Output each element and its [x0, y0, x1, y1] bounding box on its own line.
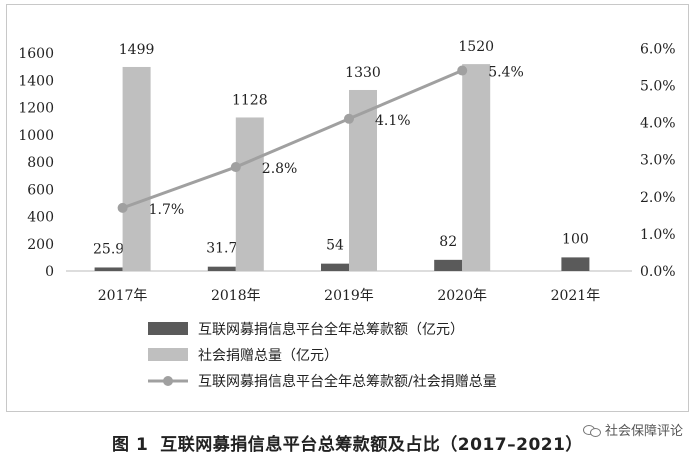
line-ratio	[122, 69, 463, 210]
legend-label-ratio: 互联网募捐信息平台全年总筹款额/社会捐赠总量	[198, 373, 497, 390]
caption-label: 图 1	[112, 435, 149, 455]
data-label-online-fundraising: 25.9	[93, 241, 124, 257]
data-label-online-fundraising: 54	[326, 238, 344, 254]
bar-online-fundraising	[94, 267, 123, 271]
right-axis-tick: 0.0%	[640, 264, 676, 280]
figure-caption: 图 1 互联网募捐信息平台总筹款额及占比（2017–2021）	[0, 430, 695, 455]
left-axis-tick: 1600	[18, 46, 54, 62]
data-label-ratio: 5.4%	[488, 65, 524, 81]
right-axis-tick: 3.0%	[640, 153, 676, 169]
right-axis-tick: 4.0%	[640, 116, 676, 132]
right-axis-tick: 2.0%	[640, 190, 676, 206]
bar-total-donations	[235, 117, 264, 271]
watermark-text: 社会保障评论	[604, 424, 683, 439]
bar-online-fundraising	[434, 259, 463, 271]
legend-swatch-online-fundraising	[148, 322, 188, 335]
right-axis-tick: 5.0%	[640, 78, 676, 94]
wechat-icon	[582, 423, 601, 437]
data-label-total-donations: 1330	[345, 65, 381, 81]
left-axis-tick: 600	[27, 182, 54, 198]
left-axis-tick: 400	[27, 210, 54, 226]
line-ratio-point	[457, 65, 468, 76]
line-ratio-point	[117, 202, 128, 213]
x-axis-tick: 2019年	[324, 288, 374, 304]
left-axis-tick: 1000	[18, 128, 54, 144]
data-label-ratio: 2.8%	[262, 161, 298, 177]
bar-total-donations	[462, 64, 491, 271]
line-ratio-point	[230, 162, 241, 173]
right-axis-tick: 1.0%	[640, 227, 676, 243]
data-label-online-fundraising: 100	[562, 231, 589, 247]
chart-frame	[6, 4, 689, 412]
x-axis-tick: 2021年	[551, 288, 601, 304]
left-axis-tick: 0	[45, 264, 54, 280]
combo-chart: 0 200 400 600 800 1000 1200 1400 1600 0.0% 1.0% 2.0…	[18, 39, 676, 390]
legend-label-total-donations: 社会捐赠总量（亿元）	[198, 348, 338, 364]
left-axis-tick: 1200	[18, 101, 54, 117]
bar-total-donations	[122, 66, 151, 271]
x-axis-tick: 2020年	[437, 288, 487, 304]
watermark: 社会保障评论	[582, 420, 683, 439]
data-label-total-donations: 1520	[458, 39, 494, 55]
data-label-online-fundraising: 82	[439, 234, 457, 250]
left-axis-tick: 1400	[18, 73, 54, 89]
left-axis-tick: 200	[27, 237, 54, 253]
right-axis-tick: 6.0%	[640, 41, 676, 57]
x-axis-tick: 2018年	[211, 288, 261, 304]
x-axis-tick: 2017年	[98, 288, 148, 304]
data-label-online-fundraising: 31.7	[206, 241, 237, 257]
legend-label-online-fundraising: 互联网募捐信息平台全年总筹款额（亿元）	[198, 321, 464, 338]
left-axis-tick: 800	[27, 155, 54, 171]
data-label-ratio: 4.1%	[375, 113, 411, 129]
data-label-total-donations: 1499	[119, 42, 155, 58]
bar-online-fundraising	[321, 263, 349, 271]
bar-online-fundraising	[561, 257, 590, 271]
data-label-total-donations: 1128	[232, 92, 268, 108]
caption-text: 互联网募捐信息平台总筹款额及占比（2017–2021）	[160, 435, 583, 455]
data-label-ratio: 1.7%	[149, 202, 185, 218]
legend-swatch-ratio-marker	[163, 376, 173, 386]
legend-swatch-total-donations	[148, 348, 188, 361]
line-ratio-point	[344, 113, 354, 124]
bar-online-fundraising	[207, 266, 236, 271]
